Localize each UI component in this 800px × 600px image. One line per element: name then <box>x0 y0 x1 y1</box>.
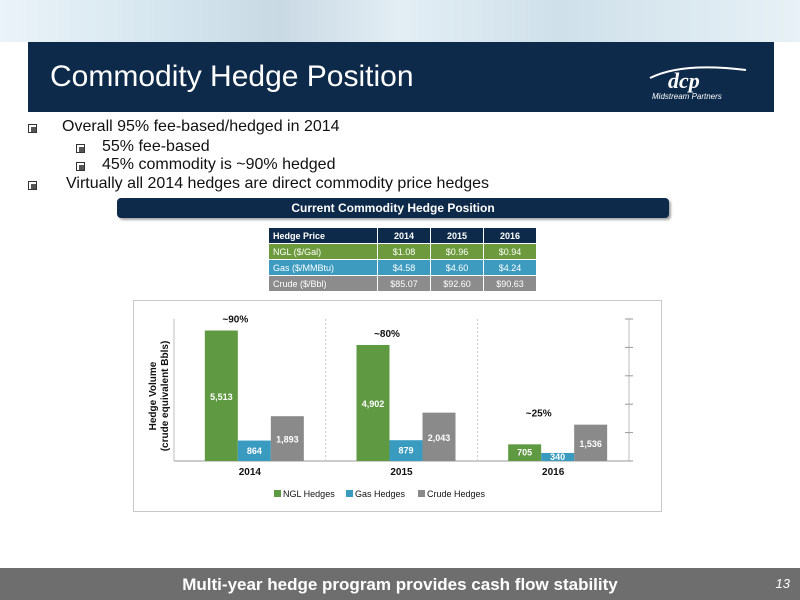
bar-crude-hedges <box>422 412 456 461</box>
bar-ngl-hedges <box>508 444 542 461</box>
logo-subtext: Midstream Partners <box>652 92 722 101</box>
bullet-text: 45% commodity is ~90% hedged <box>102 156 336 173</box>
data-label: 1,893 <box>276 435 299 445</box>
table-header-cell: 2016 <box>483 227 537 244</box>
bar-crude-hedges <box>270 416 304 461</box>
data-label: 864 <box>247 446 262 456</box>
bullet-text: 55% fee-based <box>102 138 210 155</box>
table-header-cell: 2015 <box>430 227 484 244</box>
hedge-percent-annotation: ~80% <box>374 329 400 340</box>
table-header-cell: 2014 <box>377 227 431 244</box>
table-cell: $90.63 <box>483 275 537 292</box>
legend-label: Crude Hedges <box>427 489 486 499</box>
table-cell-label: NGL ($/Gal) <box>268 243 378 260</box>
header-photo-strip <box>0 0 800 42</box>
table-row: NGL ($/Gal) $1.08 $0.96 $0.94 <box>268 243 537 260</box>
legend-label: Gas Hedges <box>355 489 406 499</box>
bar-crude-hedges <box>574 424 608 461</box>
page-number: 13 <box>775 576 790 591</box>
footer-bar: Multi-year hedge program provides cash f… <box>0 568 800 600</box>
section-header: Current Commodity Hedge Position <box>117 198 669 218</box>
x-tick-label: 2015 <box>390 467 413 478</box>
table-header-cell: Hedge Price <box>268 227 378 244</box>
table-header-row: Hedge Price 2014 2015 2016 <box>268 227 537 244</box>
table-row: Gas ($/MMBtu) $4.58 $4.60 $4.24 <box>268 259 537 276</box>
bullet-square-icon <box>76 162 85 171</box>
table-cell: $4.24 <box>483 259 537 276</box>
hedge-percent-annotation: ~90% <box>222 315 248 326</box>
legend-label: NGL Hedges <box>283 489 335 499</box>
table-cell: $1.08 <box>377 243 431 260</box>
chart-svg: Hedge Volume (crude equivalent Bbls) 5,513… <box>148 315 633 499</box>
legend-swatch <box>418 490 425 497</box>
table-row: Crude ($/Bbl) $85.07 $92.60 $90.63 <box>268 275 537 292</box>
legend-swatch <box>274 490 281 497</box>
data-label: 5,513 <box>210 392 233 402</box>
title-band: Commodity Hedge Position dcp Midstream P… <box>28 42 774 112</box>
bullet-square-icon <box>28 181 37 190</box>
bullet-square-icon <box>28 124 37 133</box>
bullet-text: Overall 95% fee-based/hedged in 2014 <box>62 118 340 135</box>
table-cell: $0.96 <box>430 243 484 260</box>
bar-ngl-hedges <box>356 344 390 461</box>
table-cell: $0.94 <box>483 243 537 260</box>
legend-swatch <box>346 490 353 497</box>
hedge-volume-chart: Hedge Volume (crude equivalent Bbls) 5,513… <box>133 300 662 512</box>
y-axis-label: Hedge Volume <box>148 361 159 430</box>
footer-text: Multi-year hedge program provides cash f… <box>182 575 618 594</box>
data-label: 2,043 <box>428 433 451 443</box>
section-title: Current Commodity Hedge Position <box>291 201 495 215</box>
slide-title: Commodity Hedge Position <box>50 60 414 93</box>
hedge-percent-annotation: ~25% <box>526 409 552 420</box>
table-cell-label: Crude ($/Bbl) <box>268 275 378 292</box>
y-axis-label: (crude equivalent Bbls) <box>160 341 171 452</box>
x-tick-label: 2014 <box>239 467 262 478</box>
data-label: 340 <box>550 452 565 462</box>
dcp-logo: dcp Midstream Partners <box>649 66 747 101</box>
table-cell: $4.58 <box>377 259 431 276</box>
data-label: 705 <box>517 448 532 458</box>
table-cell: $4.60 <box>430 259 484 276</box>
data-label: 1,536 <box>579 439 602 449</box>
table-cell: $92.60 <box>430 275 484 292</box>
bar-gas-hedges <box>389 440 423 461</box>
bar-ngl-hedges <box>204 330 238 461</box>
x-tick-label: 2016 <box>542 467 565 478</box>
table-cell-label: Gas ($/MMBtu) <box>268 259 378 276</box>
bar-gas-hedges <box>541 452 575 461</box>
bar-gas-hedges <box>237 440 271 461</box>
hedge-price-table: Hedge Price 2014 2015 2016 NGL ($/Gal) $… <box>268 227 537 292</box>
bullet-text: Virtually all 2014 hedges are direct com… <box>66 175 490 192</box>
data-label: 879 <box>398 446 413 456</box>
logo-wordmark: dcp <box>668 68 700 93</box>
bullet-square-icon <box>76 144 85 153</box>
data-label: 4,902 <box>362 399 385 409</box>
table-cell: $85.07 <box>377 275 431 292</box>
